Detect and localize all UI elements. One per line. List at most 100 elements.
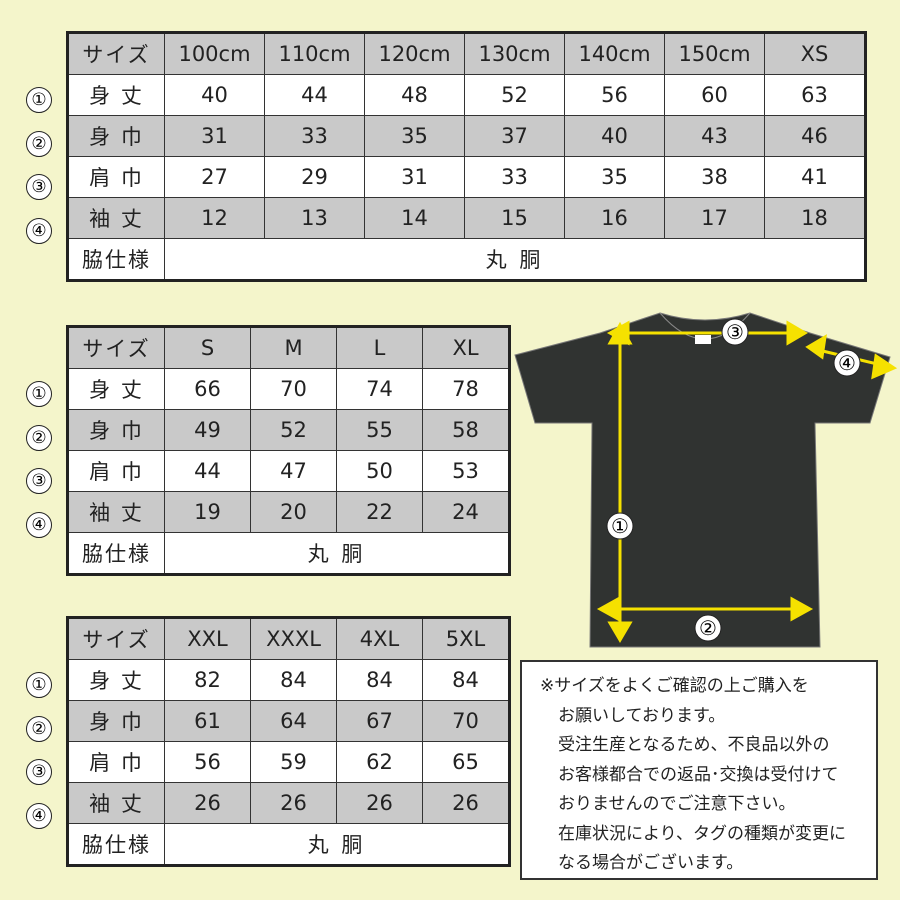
cell-value: 33 (264, 115, 365, 157)
cell-value: 74 (336, 368, 423, 410)
cell-value: 15 (464, 197, 565, 239)
size-header: 5XL (422, 617, 510, 660)
side-value: 丸 胴 (164, 238, 866, 281)
table-row: 身 巾 49 52 55 58 (67, 409, 510, 451)
cell-value: 47 (250, 450, 337, 492)
cell-value: 60 (664, 74, 765, 116)
table-row: 身 巾 61 64 67 70 (67, 700, 510, 742)
cell-value: 31 (364, 156, 465, 198)
note-line: 在庫状況により、タグの種類が変更に (558, 823, 846, 844)
note-line: なる場合がございます。 (558, 853, 744, 873)
cell-value: 82 (164, 659, 251, 701)
cell-value: 18 (764, 197, 866, 239)
cell-value: 53 (422, 450, 510, 492)
cell-value: 63 (764, 74, 866, 116)
label-3: ③ (726, 320, 744, 344)
row-number-icon: ④ (26, 217, 52, 244)
row-number-icon: ③ (26, 468, 52, 494)
row-label: 袖 丈 (67, 197, 165, 239)
size-header: XXL (164, 617, 251, 660)
size-header: 150cm (664, 32, 765, 75)
table-row: 身 丈 66 70 74 78 (67, 368, 510, 410)
size-header: XL (422, 326, 510, 369)
row-number-icon: ② (26, 130, 52, 157)
table-row: 袖 丈 26 26 26 26 (67, 782, 510, 824)
cell-value: 70 (250, 368, 337, 410)
cell-value: 27 (164, 156, 265, 198)
note-line: おりませんのでご注意下さい。 (558, 794, 796, 814)
cell-value: 64 (250, 700, 337, 742)
cell-value: 14 (364, 197, 465, 239)
notice-box: ※サイズをよくご確認の上ご購入を お願いしております。 受注生産となるため、不良品以… (520, 660, 878, 880)
row-label: 身 丈 (67, 659, 165, 701)
cell-value: 61 (164, 700, 251, 742)
table-row: 身 丈 82 84 84 84 (67, 659, 510, 701)
label-4: ④ (838, 351, 856, 375)
cell-value: 31 (164, 115, 265, 157)
note-line: ※サイズをよくご確認の上ご購入を (540, 676, 809, 696)
size-header: 120cm (364, 32, 465, 75)
label-2: ② (699, 616, 717, 640)
row-numbers: ① ② ③ ④ (26, 381, 52, 555)
table-row: 肩 巾 27 29 31 33 35 38 41 (67, 156, 866, 198)
size-table: サイズ S M L XL 身 丈 66 70 74 78 身 巾 49 52 55 58 肩 巾 44 47 50 5… (66, 325, 511, 576)
side-label: 脇仕様 (67, 823, 165, 866)
cell-value: 70 (422, 700, 510, 742)
header-row: サイズ 100cm 110cm 120cm 130cm 140cm 150cm XS (67, 32, 866, 75)
cell-value: 55 (336, 409, 423, 451)
cell-value: 37 (464, 115, 565, 157)
size-header: M (250, 326, 337, 369)
row-number-icon: ④ (26, 511, 52, 538)
row-label: 身 巾 (67, 409, 165, 451)
cell-value: 26 (422, 782, 510, 824)
size-header: L (336, 326, 423, 369)
cell-value: 35 (564, 156, 665, 198)
cell-value: 67 (336, 700, 423, 742)
row-label: 身 丈 (67, 368, 165, 410)
size-header: XXXL (250, 617, 337, 660)
header-label: サイズ (67, 617, 165, 660)
cell-value: 43 (664, 115, 765, 157)
table-row: 身 丈 40 44 48 52 56 60 63 (67, 74, 866, 116)
row-number-icon: ③ (26, 759, 52, 785)
cell-value: 52 (464, 74, 565, 116)
size-table: サイズ 100cm 110cm 120cm 130cm 140cm 150cm XS 身 丈 40… (66, 31, 867, 282)
cell-value: 40 (564, 115, 665, 157)
row-number-icon: ④ (26, 802, 52, 829)
cell-value: 66 (164, 368, 251, 410)
table-row: 袖 丈 19 20 22 24 (67, 491, 510, 533)
cell-value: 58 (422, 409, 510, 451)
size-header: 100cm (164, 32, 265, 75)
header-label: サイズ (67, 32, 165, 75)
cell-value: 22 (336, 491, 423, 533)
cell-value: 84 (422, 659, 510, 701)
row-label: 身 丈 (67, 74, 165, 116)
cell-value: 78 (422, 368, 510, 410)
cell-value: 17 (664, 197, 765, 239)
cell-value: 26 (250, 782, 337, 824)
cell-value: 20 (250, 491, 337, 533)
row-number-icon: ③ (26, 174, 52, 200)
note-line: お願いしております。 (558, 705, 726, 726)
cell-value: 19 (164, 491, 251, 533)
header-row: サイズ S M L XL (67, 326, 510, 369)
cell-value: 24 (422, 491, 510, 533)
size-header: 110cm (264, 32, 365, 75)
side-value: 丸 胴 (164, 532, 510, 575)
row-numbers: ① ② ③ ④ (26, 87, 52, 261)
cell-value: 65 (422, 741, 510, 783)
table-row: 肩 巾 56 59 62 65 (67, 741, 510, 783)
cell-value: 26 (164, 782, 251, 824)
cell-value: 84 (336, 659, 423, 701)
row-label: 肩 巾 (67, 156, 165, 198)
table-row: 脇仕様丸 胴 (67, 823, 510, 866)
cell-value: 41 (764, 156, 866, 198)
cell-value: 56 (164, 741, 251, 783)
cell-value: 38 (664, 156, 765, 198)
header-label: サイズ (67, 326, 165, 369)
cell-value: 33 (464, 156, 565, 198)
cell-value: 62 (336, 741, 423, 783)
size-header: 4XL (336, 617, 423, 660)
table-row: 肩 巾 44 47 50 53 (67, 450, 510, 492)
cell-value: 35 (364, 115, 465, 157)
